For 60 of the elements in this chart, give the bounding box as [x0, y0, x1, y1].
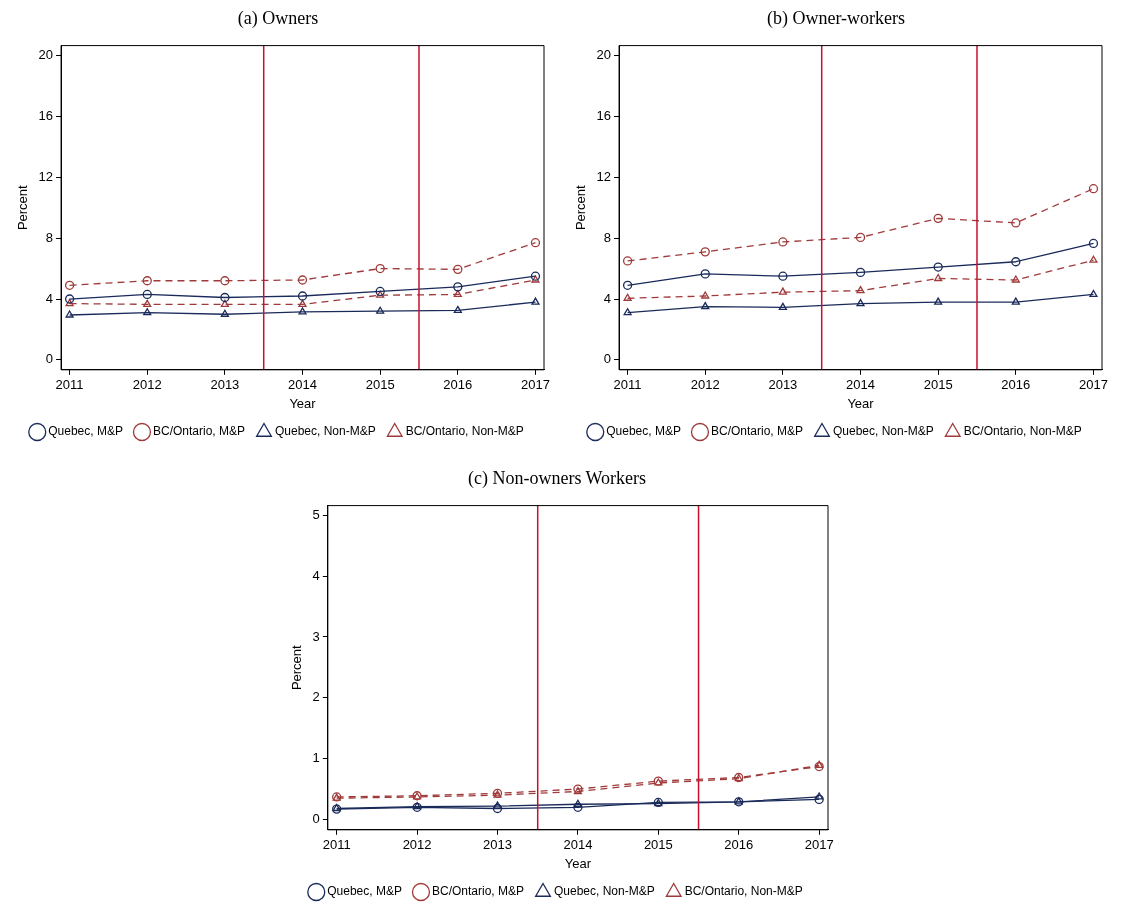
x-tick-label: 2017 — [1079, 377, 1108, 393]
x-tick-label: 2014 — [563, 837, 593, 853]
legend-label: BC/Ontario, M&P — [710, 424, 803, 439]
y-tick-label: 4 — [312, 567, 320, 583]
x-tick-label: 2016 — [443, 377, 473, 393]
x-axis-title: Year — [564, 855, 592, 871]
legend-label: BC/Ontario, Non-M&P — [963, 424, 1082, 439]
y-tick-label: 5 — [312, 506, 320, 522]
chart-title: (a) Owners — [237, 7, 319, 29]
x-tick-label: 2016 — [724, 837, 754, 853]
y-axis-title: Percent — [15, 184, 31, 231]
x-tick-label: 2015 — [643, 837, 673, 853]
legend-label: Quebec, M&P — [48, 424, 123, 439]
y-tick-label: 20 — [38, 47, 54, 63]
legend-label: Quebec, Non-M&P — [274, 424, 376, 439]
x-tick-label: 2013 — [210, 377, 240, 393]
x-tick-label: 2017 — [521, 377, 550, 393]
y-tick-label: 4 — [603, 290, 612, 306]
x-tick-label: 2012 — [402, 837, 432, 853]
y-tick-label: 2 — [312, 689, 320, 705]
y-tick-label: 3 — [312, 628, 320, 644]
x-tick-label: 2015 — [365, 377, 395, 393]
x-tick-label: 2011 — [613, 377, 642, 393]
legend-label: Quebec, M&P — [606, 424, 681, 439]
y-tick-label: 12 — [38, 168, 54, 184]
y-tick-label: 8 — [603, 229, 612, 245]
legend-label: BC/Ontario, M&P — [152, 424, 245, 439]
legend-label: BC/Ontario, M&P — [431, 884, 524, 899]
y-tick-label: 16 — [38, 107, 54, 123]
y-tick-label: 0 — [45, 351, 54, 367]
x-tick-label: 2013 — [483, 837, 512, 853]
legend-label: Quebec, M&P — [327, 884, 402, 899]
y-tick-label: 4 — [45, 290, 54, 306]
y-tick-label: 0 — [603, 351, 612, 367]
y-axis-title: Percent — [573, 184, 589, 231]
y-tick-label: 1 — [312, 750, 320, 766]
legend-label: Quebec, Non-M&P — [553, 884, 655, 899]
x-tick-label: 2014 — [846, 377, 875, 393]
legend-label: BC/Ontario, Non-M&P — [405, 424, 524, 439]
chart-title: (b) Owner-workers — [766, 7, 906, 29]
legend-label: BC/Ontario, Non-M&P — [684, 884, 803, 899]
x-tick-label: 2015 — [923, 377, 953, 393]
x-axis-title: Year — [289, 395, 317, 411]
x-tick-label: 2013 — [768, 377, 798, 393]
y-tick-label: 0 — [312, 811, 320, 827]
y-tick-label: 12 — [596, 168, 612, 184]
x-axis-title: Year — [847, 395, 875, 411]
y-axis-title: Percent — [289, 644, 305, 691]
x-tick-label: 2016 — [1001, 377, 1031, 393]
x-tick-label: 2011 — [55, 377, 84, 393]
y-tick-label: 8 — [45, 229, 54, 245]
x-tick-label: 2012 — [690, 377, 720, 393]
x-tick-label: 2011 — [322, 837, 351, 853]
legend-label: Quebec, Non-M&P — [832, 424, 934, 439]
y-tick-label: 20 — [596, 47, 612, 63]
x-tick-label: 2017 — [804, 837, 834, 853]
x-tick-label: 2012 — [132, 377, 162, 393]
chart-title: (c) Non-owners Workers — [467, 467, 647, 489]
y-tick-label: 16 — [596, 107, 612, 123]
x-tick-label: 2014 — [288, 377, 317, 393]
